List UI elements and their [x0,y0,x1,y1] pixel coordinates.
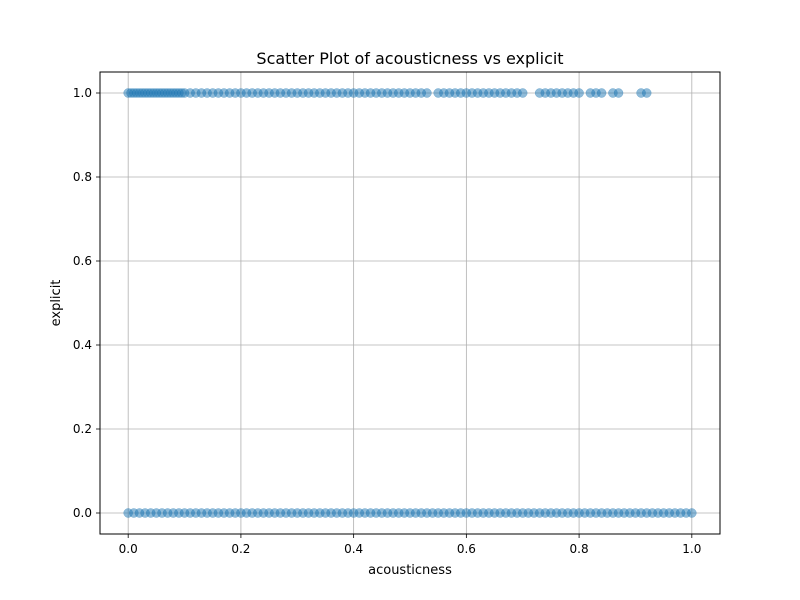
data-point [641,88,652,98]
data-point [613,88,624,98]
data-point [517,88,528,98]
data-point [574,88,584,98]
y-axis-ticks: 0.0 0.2 0.4 0.6 0.8 1.0 [73,86,100,520]
y-tick-label: 0.8 [73,170,92,184]
grid [100,72,720,534]
x-tick-label: 0.2 [231,542,250,556]
data-point [687,508,697,518]
y-tick-label: 0.2 [73,422,92,436]
x-tick-label: 0.4 [344,542,363,556]
x-tick-label: 1.0 [682,542,701,556]
data-point [596,88,607,98]
x-tick-label: 0.8 [570,542,589,556]
y-tick-label: 0.4 [73,338,92,352]
x-axis-label: acousticness [368,563,452,578]
x-tick-label: 0.6 [457,542,476,556]
plot-frame [99,71,721,535]
chart-title: Scatter Plot of acousticness vs explicit [256,49,563,68]
y-tick-label: 1.0 [73,86,92,100]
y-tick-label: 0.6 [73,254,92,268]
y-axis-label: explicit [49,280,64,327]
data-point [422,88,432,98]
x-axis-ticks: 0.0 0.2 0.4 0.6 0.8 1.0 [119,534,701,556]
y-tick-label: 0.0 [73,506,92,520]
x-tick-label: 0.0 [119,542,138,556]
data-points [123,88,697,518]
